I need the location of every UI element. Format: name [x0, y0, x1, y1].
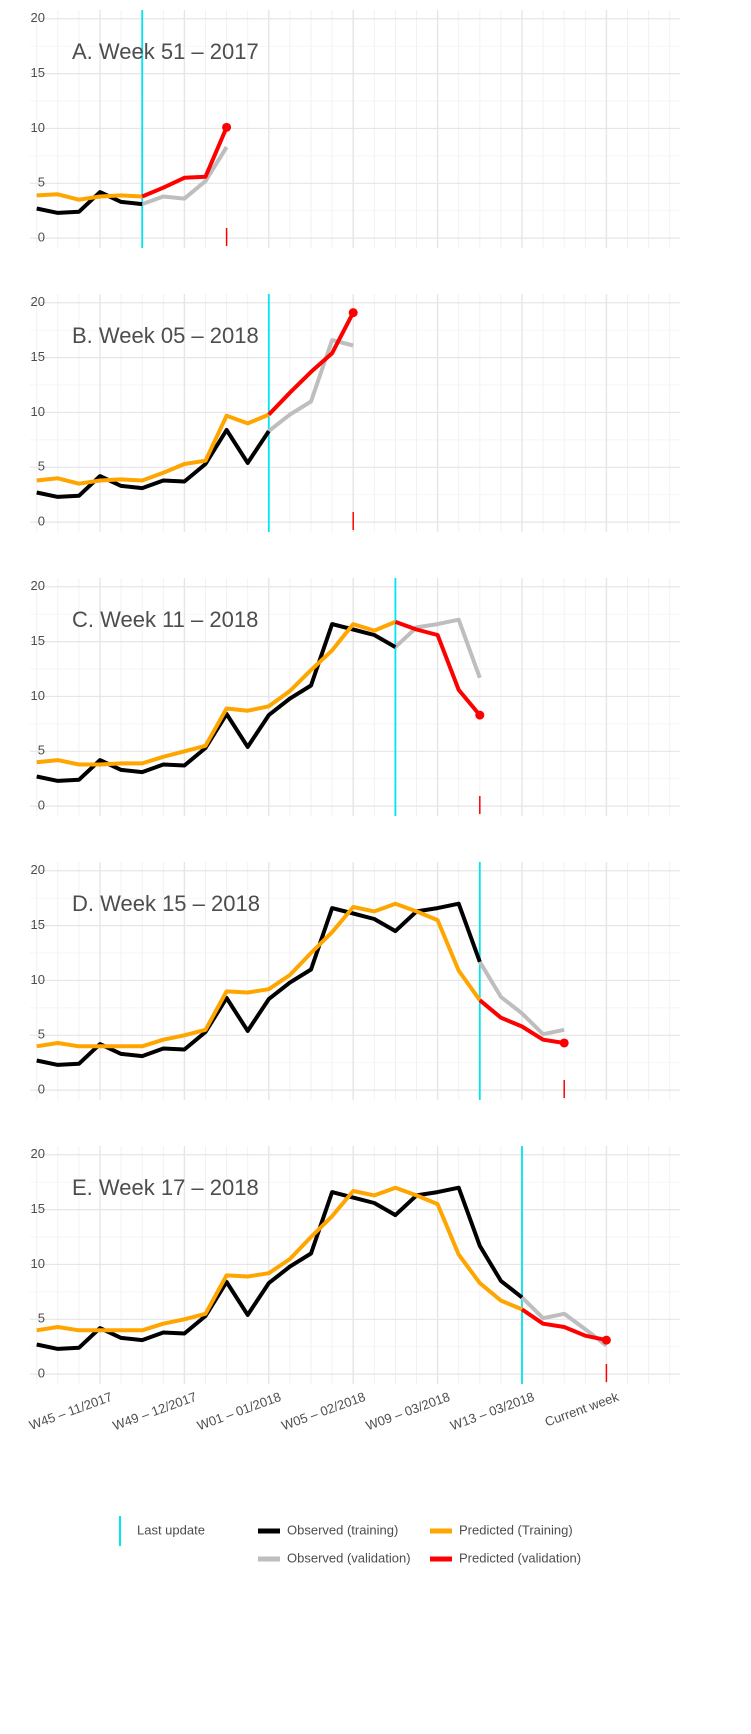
series-line: [478, 960, 565, 1037]
y-tick-label: 0: [38, 230, 45, 245]
x-tick-label: W45 – 11/2017: [27, 1389, 114, 1433]
y-tick-label: 5: [38, 1311, 45, 1326]
series-line: [141, 126, 229, 199]
series-line: [36, 1185, 524, 1351]
series-line: [36, 901, 482, 1049]
panel-title: E. Week 17 – 2018: [72, 1175, 259, 1200]
legend-label: Predicted (validation): [459, 1550, 581, 1565]
series-line: [36, 412, 270, 486]
series-line: [141, 146, 229, 206]
y-tick-label: 20: [31, 10, 45, 25]
panel-title: B. Week 05 – 2018: [72, 323, 259, 348]
series-line: [520, 1295, 608, 1348]
y-tick-label: 15: [31, 633, 45, 648]
y-tick-label: 5: [38, 1027, 45, 1042]
y-tick-label: 0: [38, 1366, 45, 1381]
series-line: [36, 190, 143, 215]
y-tick-label: 20: [31, 294, 45, 309]
y-tick-label: 15: [31, 917, 45, 932]
y-tick-label: 5: [38, 743, 45, 758]
y-tick-label: 10: [31, 688, 45, 703]
current-point: [475, 710, 485, 720]
y-tick-label: 15: [31, 1201, 45, 1216]
panel-title: D. Week 15 – 2018: [72, 891, 260, 916]
current-point: [348, 308, 358, 318]
series-line: [36, 620, 397, 767]
y-tick-label: 15: [31, 65, 45, 80]
x-tick-label: W09 – 03/2018: [364, 1389, 452, 1433]
x-tick-label: Current week: [543, 1389, 621, 1430]
current-point: [559, 1038, 569, 1048]
legend-label: Last update: [137, 1522, 205, 1537]
x-tick-label: W13 – 03/2018: [448, 1389, 536, 1433]
series-line: [394, 617, 482, 679]
y-tick-label: 10: [31, 120, 45, 135]
y-tick-label: 15: [31, 349, 45, 364]
series-line: [36, 622, 397, 783]
series-line: [36, 192, 143, 202]
current-point: [222, 122, 232, 132]
y-tick-label: 5: [38, 459, 45, 474]
series-line: [520, 1307, 607, 1343]
y-tick-label: 20: [31, 862, 45, 877]
y-tick-label: 10: [31, 404, 45, 419]
x-tick-label: W05 – 02/2018: [279, 1389, 367, 1433]
panel-title: C. Week 11 – 2018: [72, 607, 258, 632]
y-tick-label: 0: [38, 514, 45, 529]
x-tick-label: W01 – 01/2018: [195, 1389, 283, 1433]
series-line: [478, 998, 565, 1045]
y-tick-label: 10: [31, 972, 45, 987]
y-tick-label: 0: [38, 798, 45, 813]
y-tick-label: 20: [31, 1146, 45, 1161]
series-line: [267, 311, 355, 416]
legend-label: Predicted (Training): [459, 1522, 573, 1537]
series-line: [36, 901, 482, 1067]
y-tick-label: 10: [31, 1256, 45, 1271]
y-tick-label: 0: [38, 1082, 45, 1097]
legend-label: Observed (validation): [287, 1550, 411, 1565]
panel-title: A. Week 51 – 2017: [72, 39, 259, 64]
legend-label: Observed (training): [287, 1522, 398, 1537]
x-tick-label: W49 – 12/2017: [111, 1389, 199, 1433]
current-point: [601, 1335, 611, 1345]
series-line: [36, 1185, 523, 1333]
y-tick-label: 5: [38, 175, 45, 190]
series-line: [36, 428, 271, 499]
y-tick-label: 20: [31, 578, 45, 593]
series-line: [394, 620, 482, 717]
